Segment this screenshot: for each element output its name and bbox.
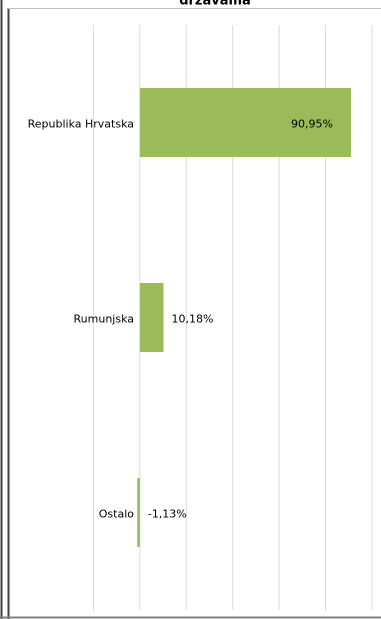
value-label: 10,18% <box>171 313 213 326</box>
bar <box>139 88 351 157</box>
category-label: Rumunjska <box>74 313 134 326</box>
bar <box>139 283 164 352</box>
value-label: -1,13% <box>148 508 187 521</box>
chart-title: državama <box>179 0 251 9</box>
category-label: Ostalo <box>99 508 134 521</box>
value-label: 90,95% <box>291 118 333 131</box>
category-label: Republika Hrvatska <box>28 118 134 131</box>
marks: Republika Hrvatska 90,95% Rumunjska 10,18% O… <box>28 88 351 547</box>
bar <box>137 478 140 547</box>
